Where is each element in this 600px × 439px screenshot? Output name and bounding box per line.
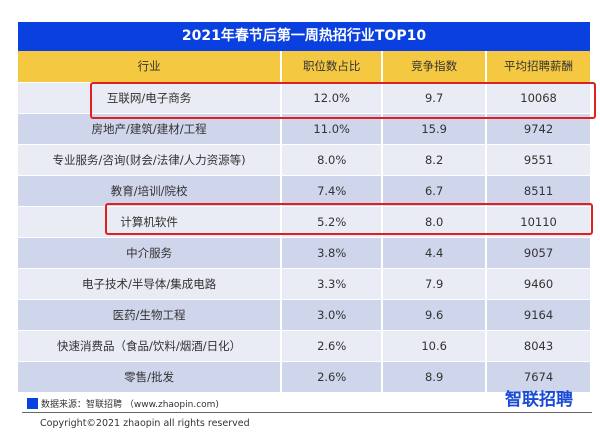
copyright: Copyright©2021 zhaopin all rights reserv… (40, 418, 250, 429)
cell-share: 3.3% (282, 269, 384, 299)
highlight-box-software (105, 203, 593, 235)
cell-industry: 零售/批发 (18, 362, 283, 392)
cell-share: 8.0% (282, 145, 384, 175)
table-row: 房地产/建筑/建材/工程 11.0% 15.9 9742 (18, 114, 590, 145)
cell-competition: 7.9 (383, 269, 488, 299)
table-row: 快速消费品（食品/饮料/烟酒/日化） 2.6% 10.6 8043 (18, 331, 590, 362)
cell-industry: 计算机软件 (18, 207, 283, 237)
cell-industry: 电子技术/半导体/集成电路 (18, 269, 283, 299)
cell-competition: 15.9 (383, 114, 488, 144)
cell-competition: 8.9 (383, 362, 488, 392)
cell-salary: 10110 (520, 215, 557, 229)
cell-share: 7.4% (282, 176, 384, 206)
cell-industry: 中介服务 (18, 238, 283, 268)
table-title: 2021年春节后第一周热招行业TOP10 (18, 22, 590, 51)
cell-competition: 4.4 (383, 238, 488, 268)
legend-square-icon (27, 398, 38, 409)
header-share: 职位数占比 (282, 51, 384, 82)
cell-share: 3.8% (282, 238, 384, 268)
cell-salary: 9460 (523, 277, 554, 291)
cell-salary: 8043 (523, 339, 554, 353)
cell-industry: 快速消费品（食品/饮料/烟酒/日化） (18, 331, 283, 361)
divider (22, 412, 592, 413)
cell-industry: 互联网/电子商务 (18, 83, 283, 113)
cell-competition: 9.6 (383, 300, 488, 330)
table-row: 专业服务/咨询(财会/法律/人力资源等) 8.0% 8.2 9551 (18, 145, 590, 176)
cell-share: 11.0% (282, 114, 384, 144)
cell-share: 12.0% (282, 83, 384, 113)
source-text: 数据来源：智联招聘 （www.zhaopin.com) (41, 400, 219, 410)
header-competition: 竞争指数 (383, 51, 488, 82)
table-row: 中介服务 3.8% 4.4 9057 (18, 238, 590, 269)
cell-share: 3.0% (282, 300, 384, 330)
highlight-box-internet (90, 82, 596, 119)
source-note: 数据来源：智联招聘 （www.zhaopin.com) (27, 397, 219, 410)
zhaopin-logo: 智联招聘 (505, 390, 573, 410)
cell-competition: 8.2 (383, 145, 488, 175)
cell-salary: 9164 (523, 308, 554, 322)
cell-salary: 8511 (523, 184, 554, 198)
ranking-table: 2021年春节后第一周热招行业TOP10 行业 职位数占比 竞争指数 平均招聘薪… (18, 22, 590, 393)
cell-salary: 7674 (523, 370, 554, 384)
cell-industry: 专业服务/咨询(财会/法律/人力资源等) (18, 145, 283, 175)
cell-industry: 教育/培训/院校 (18, 176, 283, 206)
cell-salary: 9057 (523, 246, 554, 260)
table-row: 电子技术/半导体/集成电路 3.3% 7.9 9460 (18, 269, 590, 300)
table-row: 医药/生物工程 3.0% 9.6 9164 (18, 300, 590, 331)
table-row: 教育/培训/院校 7.4% 6.7 8511 (18, 176, 590, 207)
cell-competition: 9.7 (383, 83, 488, 113)
cell-salary: 10068 (520, 91, 557, 105)
table-row: 计算机软件 5.2% 8.0 10110 (18, 207, 590, 238)
header-salary: 平均招聘薪酬 (504, 59, 574, 73)
cell-industry: 房地产/建筑/建材/工程 (18, 114, 283, 144)
header-industry: 行业 (18, 51, 283, 82)
cell-salary: 9742 (523, 122, 554, 136)
table-header: 行业 职位数占比 竞争指数 平均招聘薪酬 (18, 51, 590, 83)
cell-share: 5.2% (282, 207, 384, 237)
cell-share: 2.6% (282, 331, 384, 361)
cell-share: 2.6% (282, 362, 384, 392)
cell-competition: 8.0 (383, 207, 488, 237)
cell-competition: 6.7 (383, 176, 488, 206)
table-row: 零售/批发 2.6% 8.9 7674 (18, 362, 590, 393)
cell-industry: 医药/生物工程 (18, 300, 283, 330)
cell-competition: 10.6 (383, 331, 488, 361)
cell-salary: 9551 (523, 153, 554, 167)
table-row: 互联网/电子商务 12.0% 9.7 10068 (18, 83, 590, 114)
